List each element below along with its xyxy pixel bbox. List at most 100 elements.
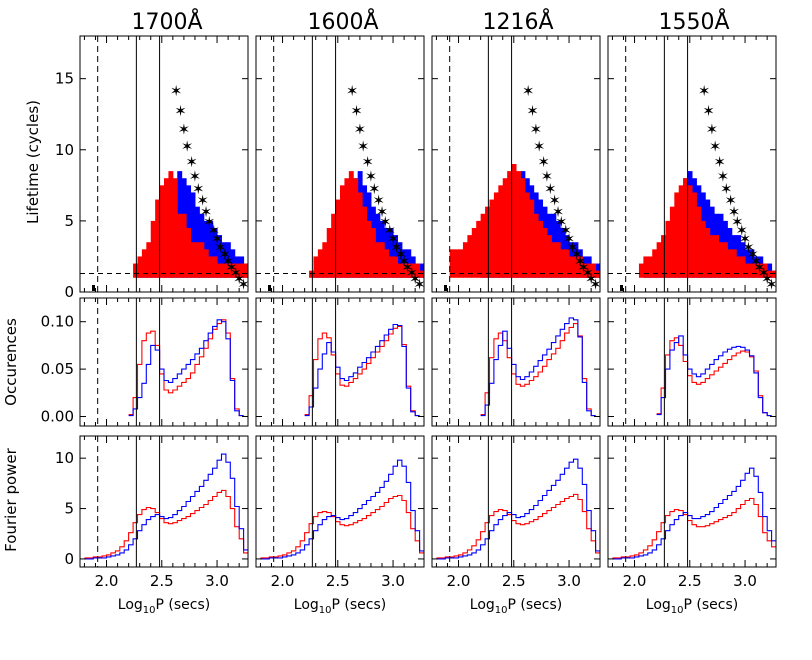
lifetime-bin-red: [546, 235, 552, 278]
lifetime-limit-star: ✶: [233, 270, 246, 288]
lifetime-bin-red: [516, 171, 521, 278]
occurrences-panel-1600-frame: [255, 297, 425, 427]
lifetime-bin-red: [146, 242, 152, 278]
lifetime-bin-red: [511, 164, 517, 278]
lifetime-bin-red: [362, 206, 368, 278]
lifetime-bin-red: [507, 171, 513, 278]
lifetime-bin-red: [177, 213, 183, 278]
lifetime-bin-red: [190, 242, 196, 278]
lifetime-limit-star: ✶: [541, 167, 554, 185]
lifetime-bin-red: [762, 263, 768, 278]
lifetime-panel-1600-frame: [255, 35, 425, 293]
occurrences-series-red: [480, 323, 596, 417]
lifetime-limit-star: ✶: [559, 221, 572, 239]
occurrences-panel-1216-content: [449, 298, 596, 426]
lifetime-limit-star: ✶: [713, 153, 726, 171]
lifetime-limit-star: ✶: [196, 192, 209, 210]
occurrences-series-blue: [480, 317, 596, 417]
lifetime-bin-red: [551, 242, 557, 278]
y-tick-label: 15: [55, 70, 74, 88]
lifetime-bin-red: [199, 242, 205, 278]
lifetime-limit-star: ✶: [533, 138, 546, 156]
fourier-series-red: [612, 497, 776, 559]
lifetime-bin-red: [141, 249, 147, 278]
lifetime-bin-red: [208, 256, 214, 278]
column-title-1600: 1600Å: [307, 8, 378, 35]
lifetime-limit-star: ✶: [379, 213, 392, 231]
lifetime-limit-star: ✶: [178, 120, 191, 138]
y-tick-label: 5: [64, 500, 74, 518]
lifetime-bin-blue: [252, 271, 257, 278]
lifetime-bin-blue: [212, 228, 218, 278]
lifetime-limit-star: ✶: [365, 167, 378, 185]
lifetime-limit-star: ✶: [368, 180, 381, 198]
row-labels: Lifetime (cycles) Occurences Fourier pow…: [2, 100, 42, 552]
lifetime-bin-red: [718, 242, 724, 278]
lifetime-bin-blue: [190, 192, 196, 278]
lifetime-limit-star: ✶: [207, 221, 220, 239]
lifetime-bin-red: [230, 263, 236, 278]
lifetime-bin-red: [340, 185, 345, 278]
lifetime-bin-red: [348, 171, 354, 278]
lifetime-bin-red: [471, 228, 477, 278]
lifetime-panel-1550-content: ✶✶✶✶✶✶✶✶✶✶✶✶✶✶✶✶✶✶✶: [608, 36, 776, 292]
y-tick-label: 5: [64, 212, 74, 230]
lifetime-limit-star: ✶: [566, 238, 579, 256]
lifetime-bin-red: [595, 270, 600, 278]
lifetime-limit-star: ✶: [185, 153, 198, 171]
x-axis-label: Log10P (secs): [646, 597, 738, 616]
lifetime-bin-red: [203, 249, 209, 278]
lifetime-bin-blue: [225, 242, 231, 278]
lifetime-limit-star: ✶: [724, 192, 737, 210]
lifetime-bin-red: [582, 263, 588, 278]
occurrences-series-blue: [656, 335, 772, 417]
lifetime-bin-red: [221, 263, 227, 278]
lifetime-bin-red: [727, 249, 733, 278]
lifetime-bin-red: [687, 185, 693, 278]
lifetime-bin-red: [731, 249, 737, 278]
lifetime-bin-red: [767, 270, 773, 278]
lifetime-bin-red: [745, 263, 750, 278]
lifetime-bin-red: [480, 213, 486, 278]
lifetime-bin-red: [243, 263, 248, 278]
lifetime-bin-red: [467, 235, 473, 278]
lifetime-bin-red: [379, 242, 385, 278]
lifetime-panel-1216-frame: [431, 35, 601, 293]
lifetime-panel-1550: ✶✶✶✶✶✶✶✶✶✶✶✶✶✶✶✶✶✶✶: [607, 35, 777, 293]
lifetime-bin-red: [326, 228, 332, 278]
lifetime-limit-star: ✶: [387, 230, 400, 248]
lifetime-limit-star: ✶: [739, 230, 752, 248]
occurrences-panel-1700-content: [97, 298, 244, 426]
lifetime-limit-star: ✶: [742, 238, 755, 256]
x-tick-label: 3.0: [381, 572, 405, 590]
fourier-series-blue: [260, 459, 424, 560]
lifetime-bin-red: [370, 228, 376, 278]
lifetime-bin-red: [317, 249, 323, 278]
lifetime-limit-star: ✶: [395, 246, 408, 264]
lifetime-limit-star: ✶: [731, 213, 744, 231]
lifetime-limit-star: ✶: [571, 246, 584, 264]
lifetime-bin-red: [159, 185, 165, 278]
occurrences-panel-1550-content: [625, 298, 772, 426]
lifetime-limit-star: ✶: [174, 102, 187, 120]
lifetime-limit-star: ✶: [750, 253, 763, 271]
occurrences-panel-1700-frame: [79, 297, 249, 427]
fourier-series-blue: [436, 458, 600, 560]
lifetime-bin-red: [133, 263, 138, 278]
column-title-1216: 1216Å: [482, 8, 553, 35]
fourier-panel-1550-frame: [607, 435, 777, 568]
occurrences-panel-1216: [431, 297, 601, 427]
lifetime-bin-red: [384, 249, 390, 278]
lifetime-bin-red: [652, 249, 658, 278]
fourier-panel-1700-frame: [79, 435, 249, 568]
occurrences-panel-1216-frame: [431, 297, 601, 427]
x-tick-label: 3.0: [205, 572, 229, 590]
cadence-marker: [444, 285, 447, 291]
x-tick-label: 2.0: [623, 572, 647, 590]
lifetime-bin-red: [669, 206, 675, 278]
lifetime-bin-red: [542, 228, 548, 278]
y-tick-label: 10: [55, 141, 74, 159]
lifetime-limit-star: ✶: [555, 213, 568, 231]
occurrences-series-red: [656, 337, 772, 417]
lifetime-limit-star: ✶: [200, 203, 213, 221]
